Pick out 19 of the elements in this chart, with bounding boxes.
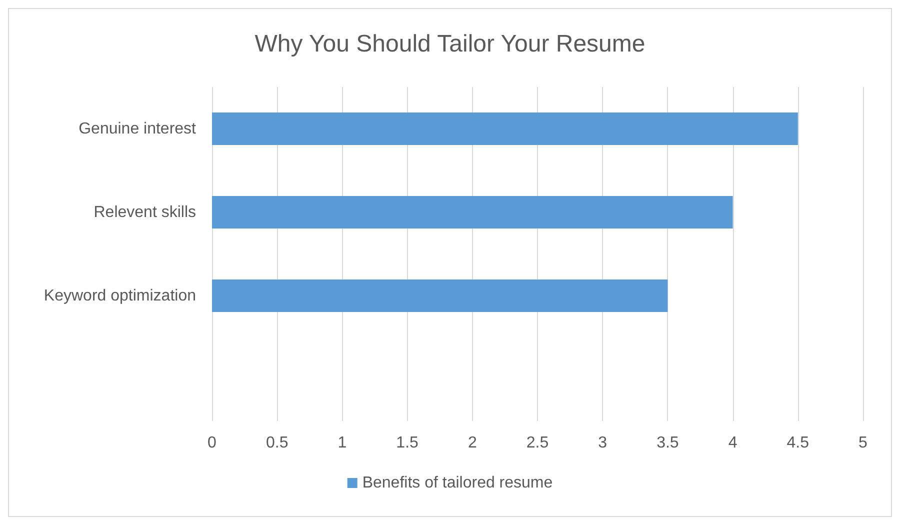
bar — [212, 112, 798, 146]
x-tick-label: 0.5 — [266, 434, 288, 452]
x-tick-label: 5 — [858, 434, 868, 452]
x-tick-label: 0 — [208, 434, 217, 452]
x-tick-label: 2 — [468, 434, 477, 452]
x-tick-label: 4.5 — [786, 434, 810, 452]
y-tick-label: Relevent skills — [94, 204, 196, 221]
legend-label: Benefits of tailored resume — [362, 474, 553, 492]
x-tick-label: 1.5 — [396, 434, 419, 452]
x-tick-label: 3.5 — [656, 434, 679, 452]
bar — [212, 279, 668, 312]
x-tick-label: 2.5 — [526, 434, 549, 452]
bar — [212, 196, 733, 229]
x-tick-label: 4 — [728, 434, 738, 452]
y-tick-label: Genuine interest — [78, 120, 197, 138]
y-tick-label: Keyword optimization — [44, 287, 196, 304]
chart-title: Why You Should Tailor Your Resume — [254, 30, 646, 58]
x-tick-label: 3 — [598, 434, 608, 452]
x-tick-label: 1 — [338, 434, 347, 452]
